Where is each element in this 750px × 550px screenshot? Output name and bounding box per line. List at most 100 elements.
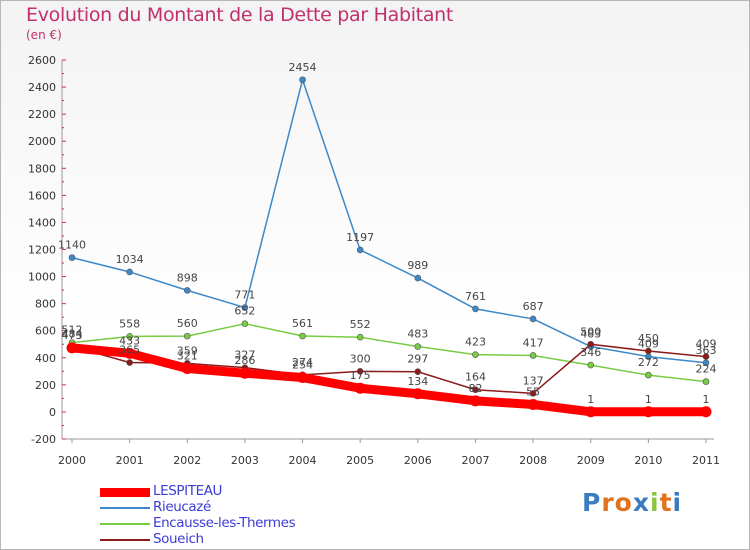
data-label: 321 <box>177 349 198 362</box>
data-label: 558 <box>119 317 140 330</box>
y-tick-label: -200 <box>31 433 56 446</box>
data-label: 2454 <box>289 61 317 74</box>
data-point <box>68 254 76 261</box>
data-point <box>700 406 712 418</box>
data-point <box>239 367 251 379</box>
data-label: 175 <box>350 369 371 382</box>
data-point <box>299 332 306 340</box>
data-label: 989 <box>407 259 428 272</box>
data-label: 359 <box>177 344 198 357</box>
data-point <box>645 371 652 379</box>
data-label: 652 <box>234 305 255 318</box>
data-point <box>472 351 479 358</box>
data-label: 433 <box>119 334 140 347</box>
data-label: 274 <box>292 356 313 369</box>
data-point <box>181 362 193 374</box>
proxiti-logo: Proxiti <box>582 488 682 517</box>
data-label: 898 <box>177 271 198 284</box>
data-point <box>356 368 364 375</box>
data-point <box>414 274 422 282</box>
chart-title: Evolution du Montant de la Dette par Hab… <box>26 4 454 26</box>
data-label: 1 <box>645 393 652 406</box>
x-tick-label: 2004 <box>289 454 317 467</box>
data-point <box>587 361 595 369</box>
legend-swatch-lespiteau <box>100 488 150 497</box>
legend-swatch-soueich <box>100 539 150 541</box>
logo-letter: r <box>601 488 615 517</box>
data-point <box>126 333 133 340</box>
data-label: 409 <box>696 338 717 351</box>
data-point <box>183 287 191 294</box>
y-tick-label: 200 <box>35 379 56 392</box>
data-label: 473 <box>62 329 83 342</box>
data-label: 297 <box>407 353 428 366</box>
data-point <box>66 342 78 354</box>
data-point <box>645 347 652 355</box>
data-point <box>702 378 710 385</box>
data-point <box>702 353 710 360</box>
data-point <box>469 395 481 407</box>
data-label: 327 <box>234 349 255 362</box>
x-tick-label: 2011 <box>692 454 720 467</box>
x-tick-label: 2000 <box>58 454 86 467</box>
chart-unit: (en €) <box>26 28 62 42</box>
legend-swatch-rieucaze <box>100 507 150 509</box>
data-point <box>472 305 479 313</box>
data-label: 254 <box>292 359 313 372</box>
x-tick-label: 2002 <box>173 454 201 467</box>
data-label: 1140 <box>58 239 86 252</box>
data-point <box>126 268 133 276</box>
data-point <box>472 386 479 394</box>
y-tick-label: 2200 <box>28 108 56 121</box>
data-point <box>587 340 595 348</box>
y-tick-label: 1600 <box>28 189 56 202</box>
legend-label: Rieucazé <box>153 499 211 515</box>
data-point <box>297 372 309 384</box>
data-label: 417 <box>523 336 544 349</box>
data-label: 286 <box>234 354 255 367</box>
x-tick-label: 2007 <box>461 454 489 467</box>
data-label: 55 <box>526 385 540 398</box>
x-tick-label: 2006 <box>404 454 432 467</box>
data-label: 365 <box>119 344 140 357</box>
data-label: 483 <box>407 328 428 341</box>
data-point <box>529 390 537 397</box>
data-label: 561 <box>292 317 313 330</box>
data-label: 771 <box>234 289 255 302</box>
legend-label: Soueich <box>153 531 204 547</box>
y-tick-label: 1400 <box>28 216 56 229</box>
data-point <box>124 347 136 359</box>
y-tick-label: 0 <box>49 406 56 419</box>
data-point <box>414 343 422 350</box>
x-tick-label: 2003 <box>231 454 259 467</box>
data-label: 346 <box>580 346 601 359</box>
data-label: 224 <box>696 363 717 376</box>
data-label: 134 <box>407 375 428 388</box>
data-label: 137 <box>523 374 544 387</box>
legend-swatch-encausse <box>100 523 150 525</box>
x-tick-label: 2001 <box>116 454 144 467</box>
data-point <box>354 382 366 394</box>
logo-letter: i <box>650 488 660 517</box>
data-point <box>585 406 597 418</box>
logo-letter: o <box>614 488 633 517</box>
data-point <box>642 406 654 418</box>
data-label: 500 <box>580 325 601 338</box>
data-label: 1197 <box>346 231 374 244</box>
logo-letter: x <box>632 488 650 517</box>
data-label: 450 <box>638 332 659 345</box>
y-tick-label: 800 <box>35 298 56 311</box>
data-point <box>241 320 249 327</box>
data-label: 423 <box>465 336 486 349</box>
data-point <box>529 352 537 359</box>
data-label: 272 <box>638 356 659 369</box>
data-label: 512 <box>62 324 83 337</box>
data-point <box>241 304 249 311</box>
logo-letter: t <box>659 488 673 517</box>
y-tick-label: 2400 <box>28 81 56 94</box>
y-tick-label: 2000 <box>28 135 56 148</box>
legend-label: LESPITEAU <box>153 483 223 499</box>
data-label: 363 <box>696 344 717 357</box>
